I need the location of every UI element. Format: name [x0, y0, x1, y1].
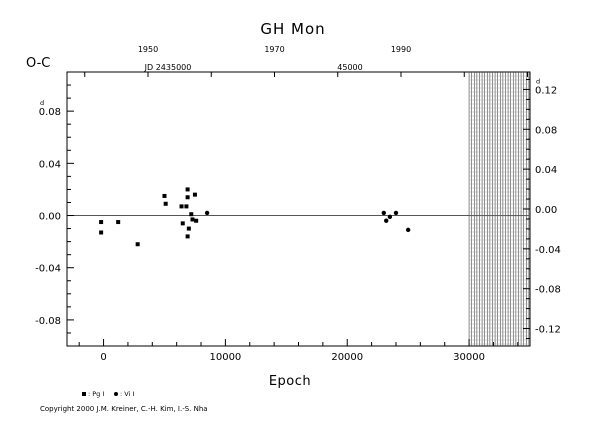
top-year-label: 1990 [391, 45, 411, 54]
legend: : Pg I : Vi I [82, 390, 134, 398]
data-point-square [192, 192, 197, 197]
data-point-square [116, 220, 121, 225]
data-point-square [194, 218, 199, 223]
data-point-square [135, 242, 140, 247]
copyright-text: Copyright 2000 J.M. Kreiner, C.-H. Kim, … [40, 405, 208, 413]
data-point-circle [384, 218, 389, 223]
data-point-square [184, 204, 189, 209]
legend-marker-circle [114, 392, 118, 396]
top-year-label: 1970 [264, 45, 284, 54]
y-tick-label-left: -0.08 [35, 316, 61, 327]
chart-title: GH Mon [260, 20, 325, 38]
data-point-circle [387, 214, 393, 220]
x-tick-label: 10000 [209, 352, 241, 363]
data-point-circle [204, 210, 210, 216]
top-year-label: 1950 [138, 45, 158, 54]
y-tick-label-right: -0.12 [535, 325, 561, 336]
plot-border [66, 71, 531, 347]
data-point-square [185, 195, 190, 200]
data-point-square [185, 187, 190, 192]
y-tick-label-right: 0.08 [535, 125, 557, 136]
data-point-circle [405, 227, 411, 233]
data-point-circle [381, 210, 386, 216]
legend-marker-square [82, 392, 86, 396]
y-tick-label-right: 0.04 [535, 165, 557, 176]
x-tick-label: 30000 [453, 352, 485, 363]
y-tick-label-right: -0.08 [535, 285, 561, 296]
data-point-square [190, 217, 195, 222]
y-tick-label-right: 0.12 [535, 85, 557, 96]
y-tick-label-left: 0.00 [39, 212, 61, 223]
x-tick-label: 20000 [331, 352, 363, 363]
jd-label: 45000 [337, 63, 362, 72]
legend-label: : Pg I [88, 390, 104, 398]
data-point-square [189, 212, 194, 217]
plot-frame [66, 71, 531, 347]
jd-label: JD 2435000 [144, 63, 192, 72]
y-tick-label-left: 0.04 [39, 159, 61, 170]
data-point-square [180, 221, 185, 226]
x-tick-label: 0 [100, 352, 106, 363]
y-tick-label-left: 0.08 [39, 107, 61, 118]
data-point-square [99, 220, 104, 225]
axis-ticks [67, 72, 530, 347]
data-point-square [99, 230, 104, 235]
hatched-region [468, 72, 530, 346]
data-points [99, 187, 411, 247]
y-axis-label: O-C [26, 56, 50, 71]
data-point-square [186, 226, 191, 231]
legend-label: : Vi I [120, 390, 134, 398]
y-tick-label-right: -0.04 [535, 245, 561, 256]
y-tick-label-right: 0.00 [535, 205, 557, 216]
data-point-square [163, 201, 168, 206]
data-point-circle [393, 210, 399, 216]
data-point-square [179, 204, 184, 209]
tick-labels: 0 10000 20000 30000 1950 1970 1990 JD 2435000 45… [35, 45, 561, 363]
x-axis-label: Epoch [269, 374, 311, 389]
data-point-square [162, 193, 167, 198]
data-point-square [185, 234, 190, 239]
y-unit-mark: d [40, 99, 44, 107]
y-unit-mark-right: d [536, 77, 540, 85]
y-tick-label-left: -0.04 [35, 264, 61, 275]
